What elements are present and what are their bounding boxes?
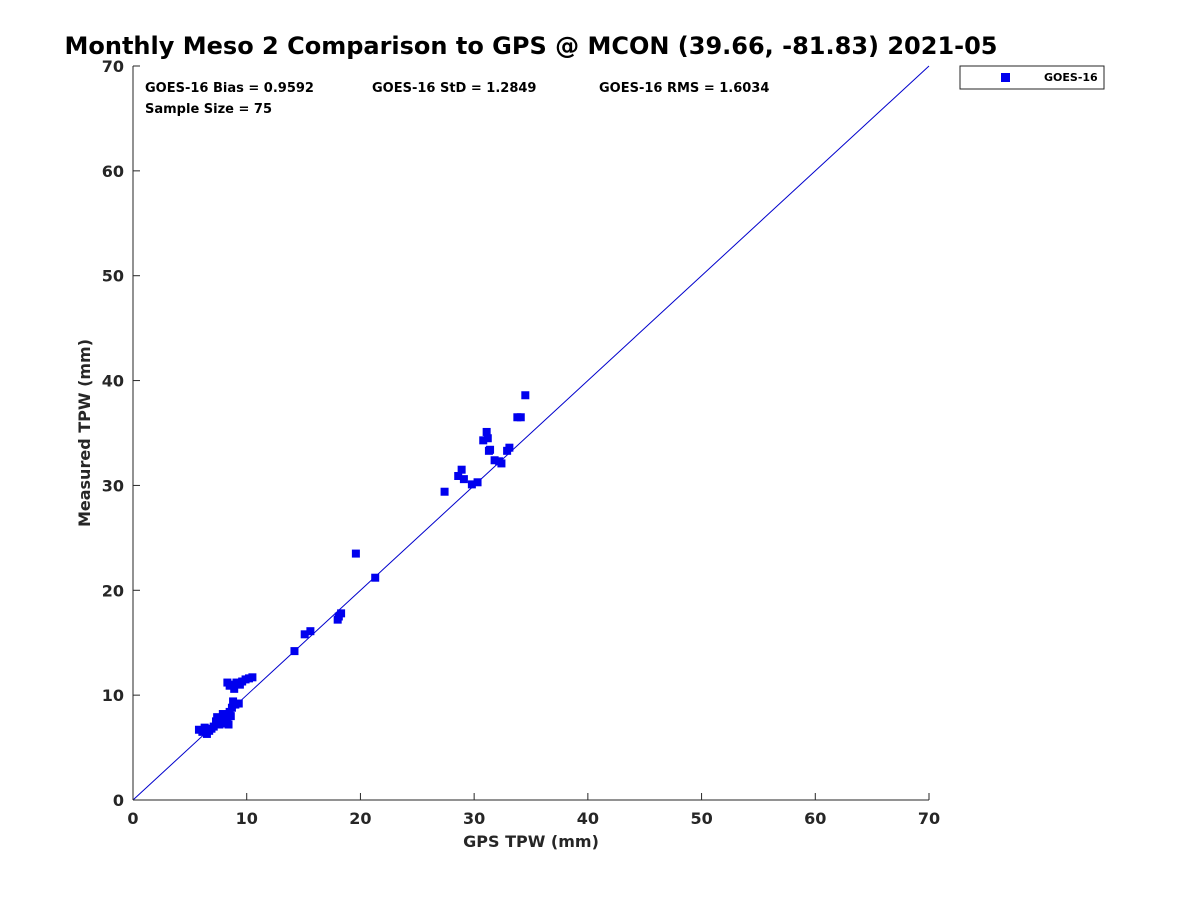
y-tick-label: 60 (102, 162, 124, 181)
x-tick-label: 20 (349, 809, 371, 828)
x-tick-label: 70 (918, 809, 940, 828)
data-point (227, 680, 236, 689)
y-axis-ticks: 0 10 20 30 40 50 60 70 (102, 57, 140, 810)
data-point (337, 609, 346, 618)
data-point (371, 573, 380, 582)
data-point (479, 436, 488, 445)
x-tick-label: 10 (236, 809, 258, 828)
legend-box (959, 65, 1105, 90)
data-point (521, 391, 530, 400)
y-tick-label: 70 (102, 57, 124, 76)
y-tick-label: 30 (102, 476, 124, 495)
plot-area (132, 65, 930, 801)
legend-entry-label: GOES-16 (1044, 71, 1098, 84)
data-point (200, 723, 209, 732)
data-point (497, 459, 506, 468)
y-axis-label: Measured TPW (mm) (75, 339, 94, 527)
data-point (226, 712, 235, 721)
data-point (483, 434, 492, 443)
stat-bias: GOES-16 Bias = 0.9592 (145, 81, 314, 96)
data-point (490, 456, 499, 465)
x-tick-label: 40 (577, 809, 599, 828)
data-points (194, 391, 530, 738)
data-point (440, 487, 449, 496)
data-point (457, 465, 466, 474)
data-point (454, 471, 463, 480)
statistics-block: GOES-16 Bias = 0.9592 GOES-16 StD = 1.28… (145, 81, 769, 117)
data-point (306, 627, 315, 636)
x-tick-label: 30 (463, 809, 485, 828)
x-axis-label: GPS TPW (mm) (463, 832, 599, 851)
y-tick-label: 10 (102, 686, 124, 705)
legend-marker-square-icon (1001, 73, 1010, 82)
one-to-one-line (132, 65, 930, 801)
chart-title: Monthly Meso 2 Comparison to GPS @ MCON … (65, 32, 998, 60)
data-point (215, 720, 224, 729)
y-tick-label: 0 (113, 791, 124, 810)
data-point (290, 647, 299, 656)
reference-line-group (132, 65, 930, 801)
data-point (459, 475, 468, 484)
stat-std: GOES-16 StD = 1.2849 (372, 81, 536, 96)
data-point (230, 684, 239, 693)
y-tick-label: 40 (102, 372, 124, 391)
data-point (516, 413, 525, 422)
stat-sample-size: Sample Size = 75 (145, 102, 272, 117)
legend: GOES-16 (959, 65, 1105, 90)
data-point (482, 427, 491, 436)
stat-rms: GOES-16 RMS = 1.6034 (599, 81, 769, 96)
data-point (198, 727, 207, 736)
data-point (248, 673, 257, 682)
data-point (351, 549, 360, 558)
data-point (505, 443, 514, 452)
x-tick-label: 0 (127, 809, 138, 828)
data-point (234, 699, 243, 708)
data-point (224, 720, 233, 729)
data-point (467, 480, 476, 489)
data-point (213, 713, 222, 722)
data-point (209, 722, 218, 731)
y-tick-label: 50 (102, 267, 124, 286)
x-axis-ticks: 0 10 20 30 40 50 60 70 (127, 793, 940, 828)
data-point (473, 478, 482, 487)
data-point (225, 707, 234, 716)
y-tick-label: 20 (102, 581, 124, 600)
x-tick-label: 50 (690, 809, 712, 828)
data-point (300, 630, 309, 639)
data-point (486, 445, 495, 454)
x-tick-label: 60 (804, 809, 826, 828)
